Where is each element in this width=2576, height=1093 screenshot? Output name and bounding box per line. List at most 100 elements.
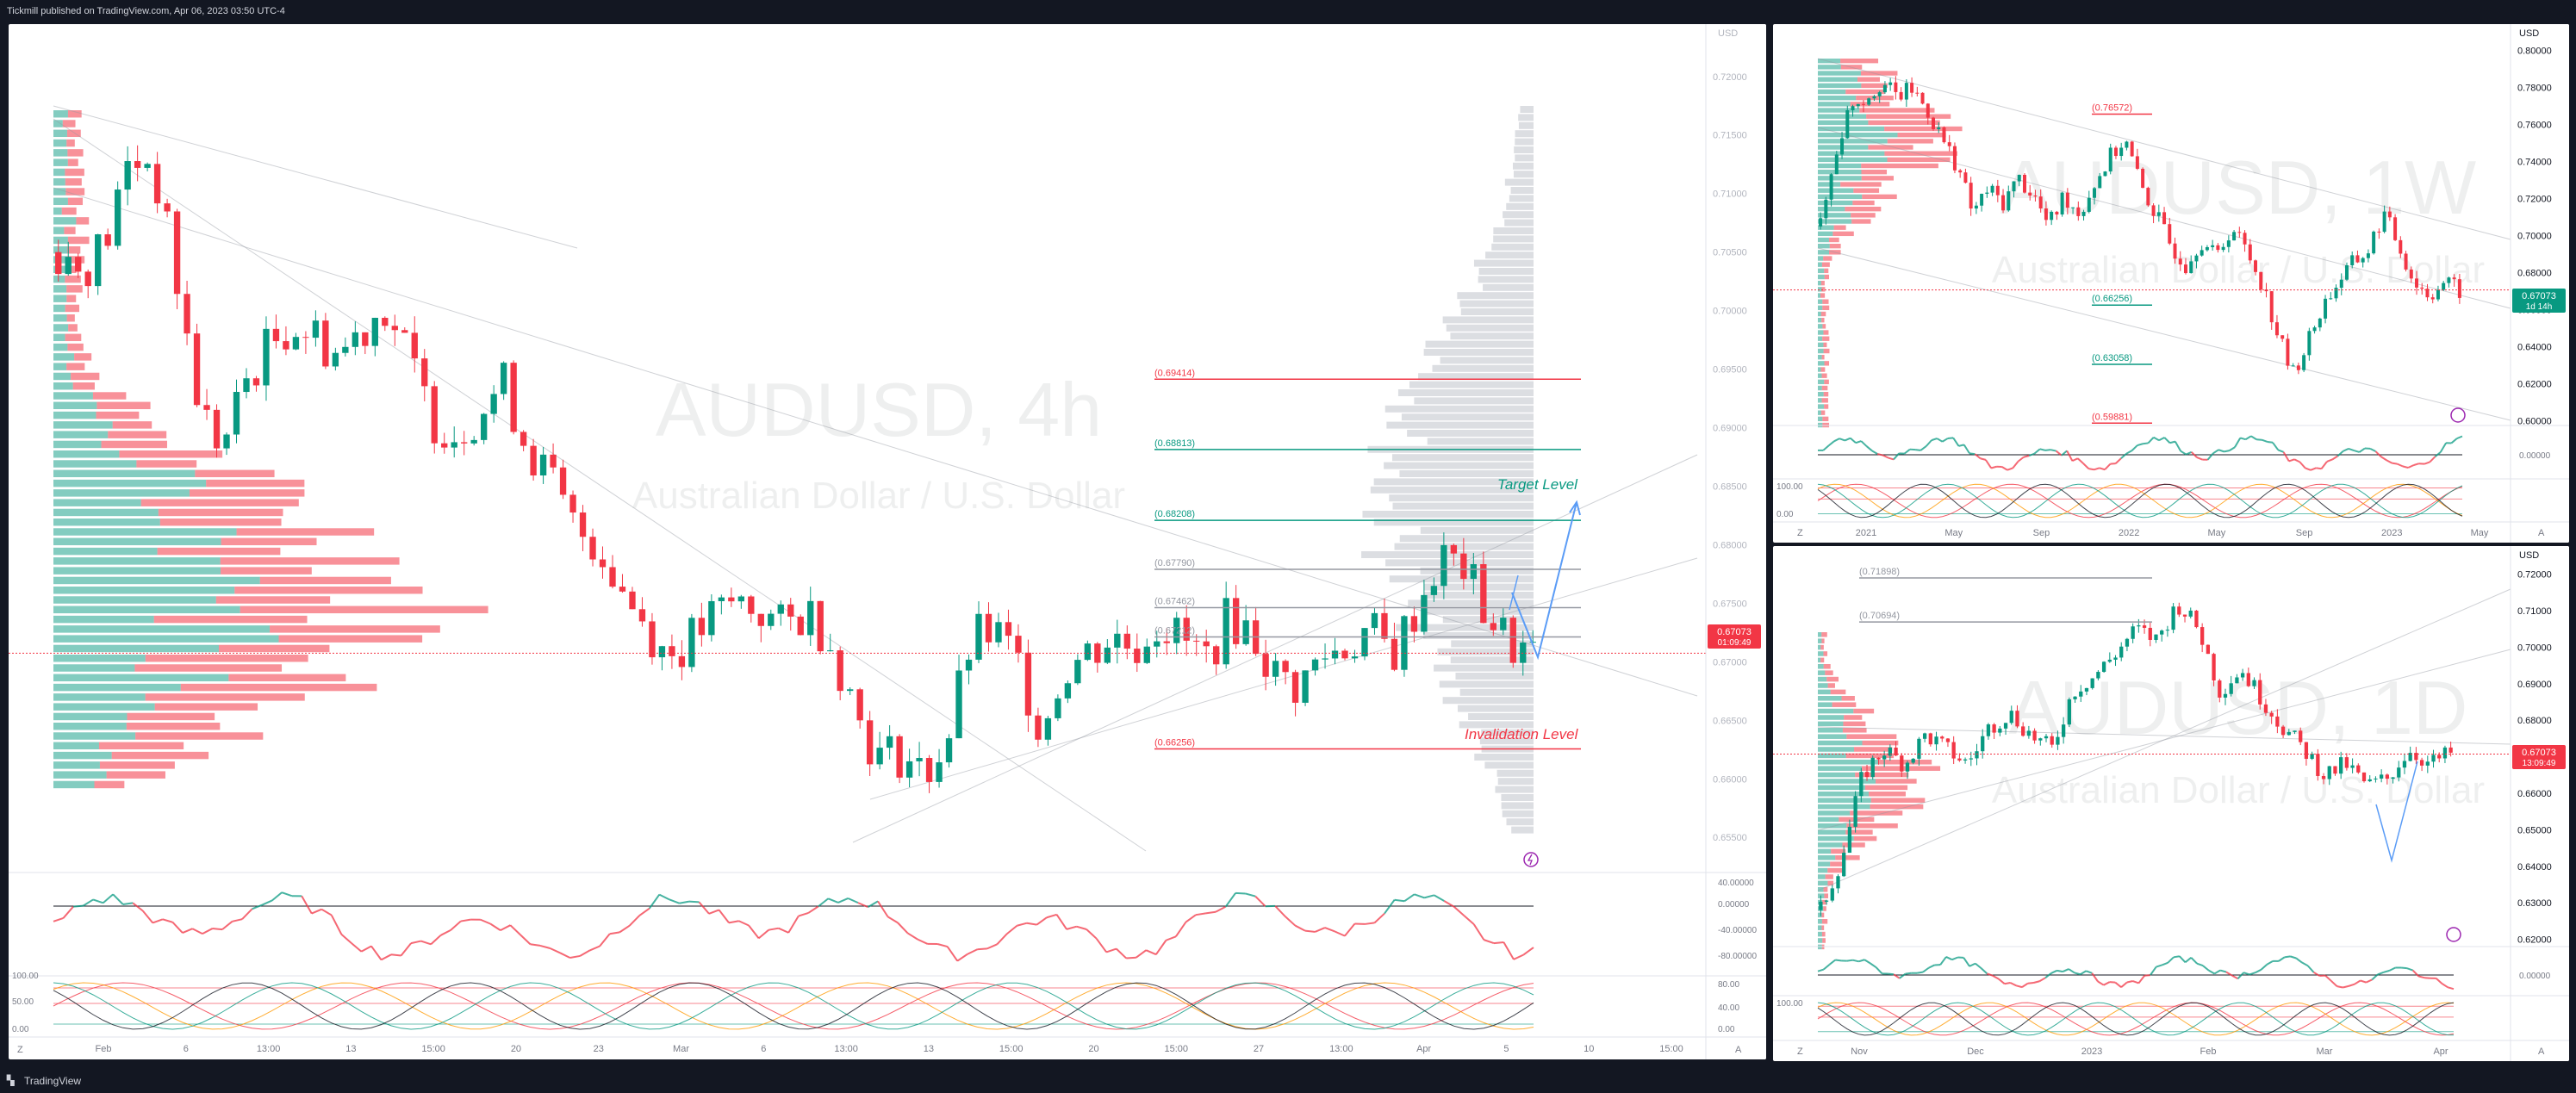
volume-profile-bar-up — [53, 615, 154, 624]
candle-body — [470, 439, 477, 444]
main-price-axis[interactable] — [1706, 24, 1766, 1059]
candle-body — [2021, 726, 2025, 736]
volume-profile-bar-up — [1818, 392, 1824, 397]
main-chart-pane[interactable]: AUDUSD, 4h Australian Dollar / U.S. Doll… — [9, 24, 1766, 1059]
fib-level-label: (0.68208) — [1154, 509, 1195, 519]
fib-level-label: (0.69414) — [1154, 368, 1195, 378]
volume-profile-bar-down — [119, 450, 223, 458]
oscillator-segment — [2348, 983, 2355, 987]
weekly-chart-pane[interactable]: AUDUSD, 1W Australian Dollar / U.S. Doll… — [1773, 24, 2569, 543]
candle-body — [421, 358, 428, 387]
volume-profile-bar-down — [1842, 842, 1865, 848]
candle-body — [975, 613, 982, 660]
oscillator-segment — [1942, 438, 1949, 443]
oscillator-tick: 0.00000 — [2519, 972, 2551, 981]
oscillator-segment — [2099, 467, 2106, 471]
main-corner-a[interactable]: A — [1735, 1045, 1742, 1055]
volume-profile-bar-down — [65, 188, 85, 196]
candle-body — [1958, 170, 1963, 173]
volume-profile-bar-down — [153, 615, 308, 624]
oscillator-tick: 100.00 — [12, 972, 39, 981]
candle-body — [2028, 192, 2032, 196]
candle-body — [2135, 156, 2139, 169]
daily-corner-z[interactable]: Z — [1797, 1046, 1803, 1057]
oscillator-segment — [887, 916, 899, 924]
volume-profile-bar-up — [1818, 274, 1825, 280]
stoch-line — [1817, 1002, 2455, 1036]
volume-profile-bar-down — [1861, 170, 1888, 175]
oscillator-segment — [232, 918, 243, 922]
candle-body — [1371, 612, 1378, 629]
oscillator-segment — [2406, 967, 2413, 972]
oscillator-segment — [450, 920, 462, 931]
candle-body — [2287, 731, 2291, 736]
daily-chart-pane[interactable]: AUDUSD, 1D Australian Dollar / U.S. Doll… — [1773, 546, 2569, 1061]
main-corner-z[interactable]: Z — [17, 1045, 23, 1055]
candle-body — [2280, 726, 2286, 736]
daily-lightning-icon[interactable] — [2446, 927, 2461, 942]
candle-body — [2093, 188, 2097, 198]
main-lightning-icon[interactable] — [1523, 852, 1539, 867]
volume-profile-bar-up — [1818, 861, 1831, 866]
candle-body — [2060, 192, 2064, 214]
candle-body — [2457, 279, 2461, 298]
oscillator-segment — [1945, 956, 1953, 961]
weekly-corner-a[interactable]: A — [2538, 528, 2545, 538]
oscillator-segment — [162, 918, 173, 923]
volume-profile-bar-up — [53, 168, 65, 177]
candle-body — [1203, 641, 1210, 647]
volume-profile-bar-down — [1823, 887, 1828, 892]
candle-body — [658, 646, 666, 658]
volume-profile-bar-up — [1818, 848, 1832, 854]
oscillator-segment — [1364, 922, 1375, 925]
right-volume-bar — [1502, 810, 1534, 817]
oscillator-segment — [1066, 925, 1077, 930]
volume-profile-bar-up — [53, 304, 65, 313]
volume-profile-bar-down — [1860, 71, 1898, 76]
stoch-line — [1817, 1002, 2455, 1036]
oscillator-segment — [2001, 466, 2008, 471]
right-volume-bar — [1409, 381, 1534, 388]
volume-profile-bar-up — [1818, 416, 1823, 422]
oscillator-segment — [2061, 450, 2068, 456]
right-volume-bar — [1513, 162, 1534, 170]
oscillator-segment — [1928, 964, 1935, 969]
stoch-line — [53, 982, 1534, 1030]
weekly-corner-z[interactable]: Z — [1797, 528, 1803, 538]
volume-profile-bar-down — [1897, 133, 1946, 138]
oscillator-segment — [2293, 458, 2300, 463]
candle-body — [1934, 736, 1938, 745]
main-chart[interactable]: AUDUSD, 4h Australian Dollar / U.S. Doll… — [9, 24, 1766, 1059]
oscillator-segment — [2234, 437, 2242, 448]
right-volume-bar — [1485, 252, 1534, 259]
volume-profile-bar-down — [157, 547, 281, 556]
candle-body — [2296, 365, 2300, 370]
oscillator-segment — [1274, 905, 1286, 917]
candle-body — [1272, 661, 1279, 677]
oscillator-segment — [648, 894, 661, 910]
oscillator-segment — [2009, 982, 2017, 987]
weekly-watermark-symbol: AUDUSD, 1W — [2000, 145, 2477, 230]
oscillator-segment — [1860, 440, 1868, 447]
projection-arrow-lower — [1509, 574, 1519, 611]
weekly-lightning-icon[interactable] — [2450, 407, 2466, 423]
time-axis-label: 13:00 — [257, 1044, 281, 1054]
daily-chart[interactable]: AUDUSD, 1D Australian Dollar / U.S. Doll… — [1773, 546, 2569, 1061]
oscillator-segment — [2091, 972, 2099, 983]
oscillator-segment — [1865, 445, 1873, 452]
d-price-tick: 0.66000 — [2517, 789, 2552, 799]
stoch-line — [1817, 1002, 2455, 1036]
right-volume-bar — [1396, 624, 1534, 631]
volume-profile-bar-down — [1822, 336, 1830, 341]
oscillator-segment — [559, 952, 571, 959]
candle-body — [2437, 755, 2442, 759]
candle-body — [2368, 779, 2372, 782]
candle-body — [2269, 712, 2274, 717]
volume-profile-bar-down — [1823, 651, 1828, 656]
weekly-chart[interactable]: AUDUSD, 1W Australian Dollar / U.S. Doll… — [1773, 24, 2569, 543]
right-volume-bar — [1501, 802, 1534, 810]
oscillator-segment — [2290, 955, 2297, 959]
right-volume-bar — [1401, 413, 1534, 421]
daily-corner-a[interactable]: A — [2538, 1046, 2545, 1057]
right-volume-bar — [1389, 575, 1534, 583]
